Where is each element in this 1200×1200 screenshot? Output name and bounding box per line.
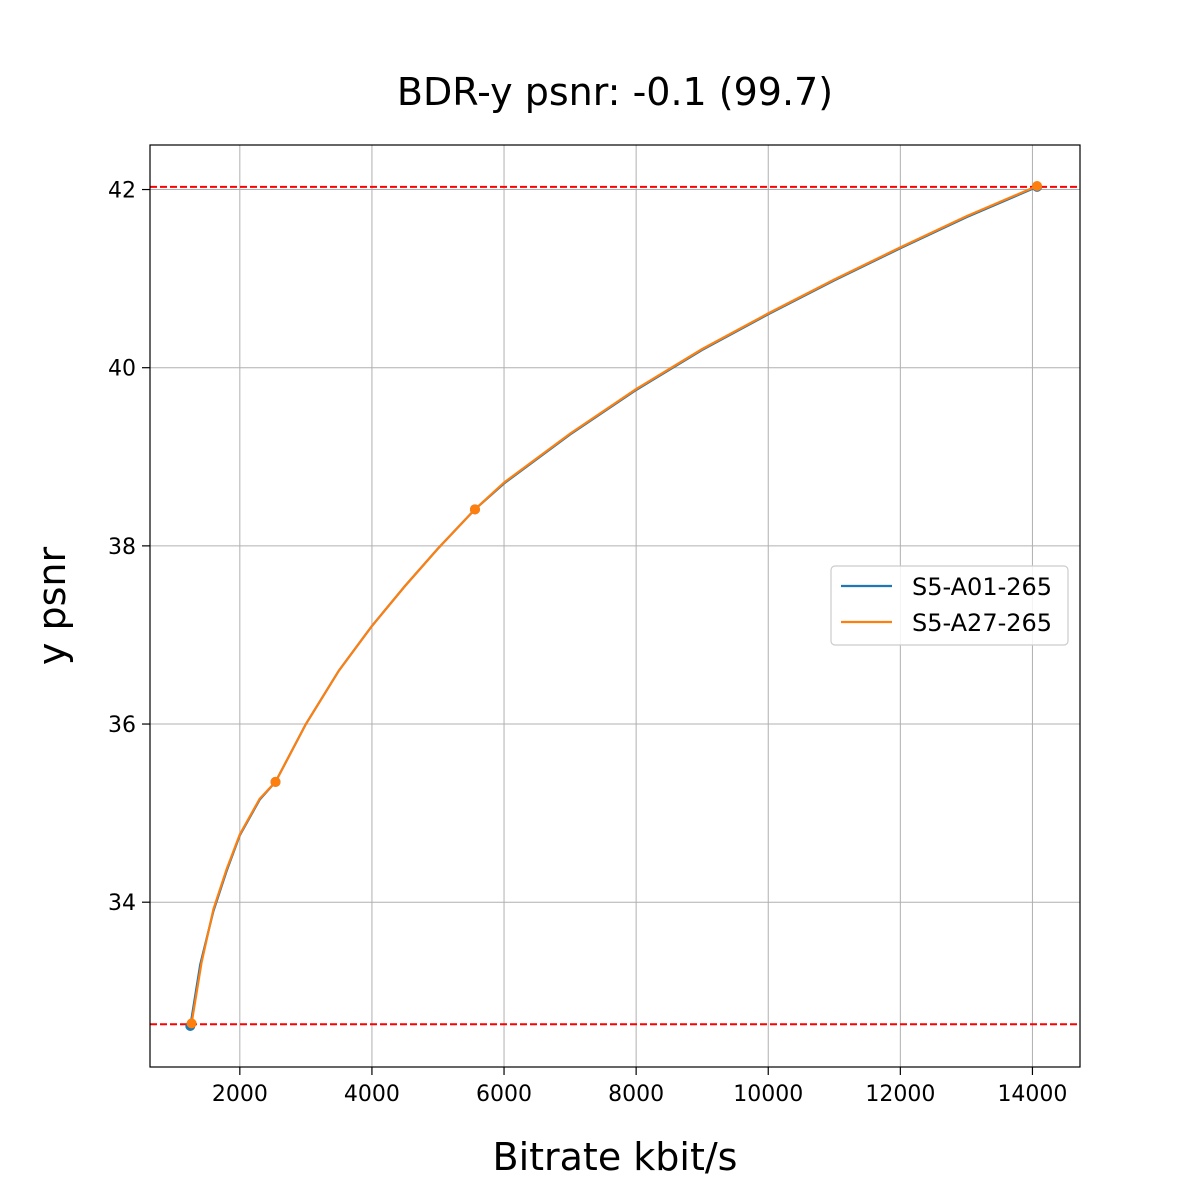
legend-label: S5-A27-265	[912, 609, 1052, 637]
y-tick-label: 40	[108, 357, 136, 382]
x-axis-label: Bitrate kbit/s	[493, 1135, 738, 1179]
y-axis-label: y psnr	[30, 547, 74, 666]
x-tick-label: 10000	[733, 1082, 803, 1107]
data-point	[469, 504, 480, 515]
x-tick-label: 6000	[476, 1082, 532, 1107]
y-tick-label: 34	[108, 891, 136, 916]
series-line	[190, 184, 1038, 1024]
x-tick-label: 4000	[344, 1082, 400, 1107]
y-tick-label: 38	[108, 535, 136, 560]
y-tick-label: 36	[108, 713, 136, 738]
y-ticks: 34 36 38 40 42	[108, 179, 150, 916]
data-point	[270, 776, 281, 787]
x-tick-label: 8000	[608, 1082, 664, 1107]
plot-frame	[149, 144, 1081, 1068]
reference-lines	[150, 185, 1080, 1026]
x-tick-label: 2000	[212, 1082, 268, 1107]
series-group	[185, 180, 1043, 1032]
x-ticks: 2000 4000 6000 8000 10000 12000 14000	[212, 1067, 1067, 1107]
chart-title: BDR-y psnr: -0.1 (99.7)	[397, 70, 833, 114]
legend-label: S5-A01-265	[912, 573, 1052, 601]
data-point	[186, 1018, 197, 1029]
x-tick-label: 14000	[997, 1082, 1067, 1107]
x-tick-label: 12000	[865, 1082, 935, 1107]
y-tick-label: 42	[108, 179, 136, 204]
data-point	[1032, 180, 1043, 191]
legend: S5-A01-265 S5-A27-265	[830, 565, 1069, 646]
